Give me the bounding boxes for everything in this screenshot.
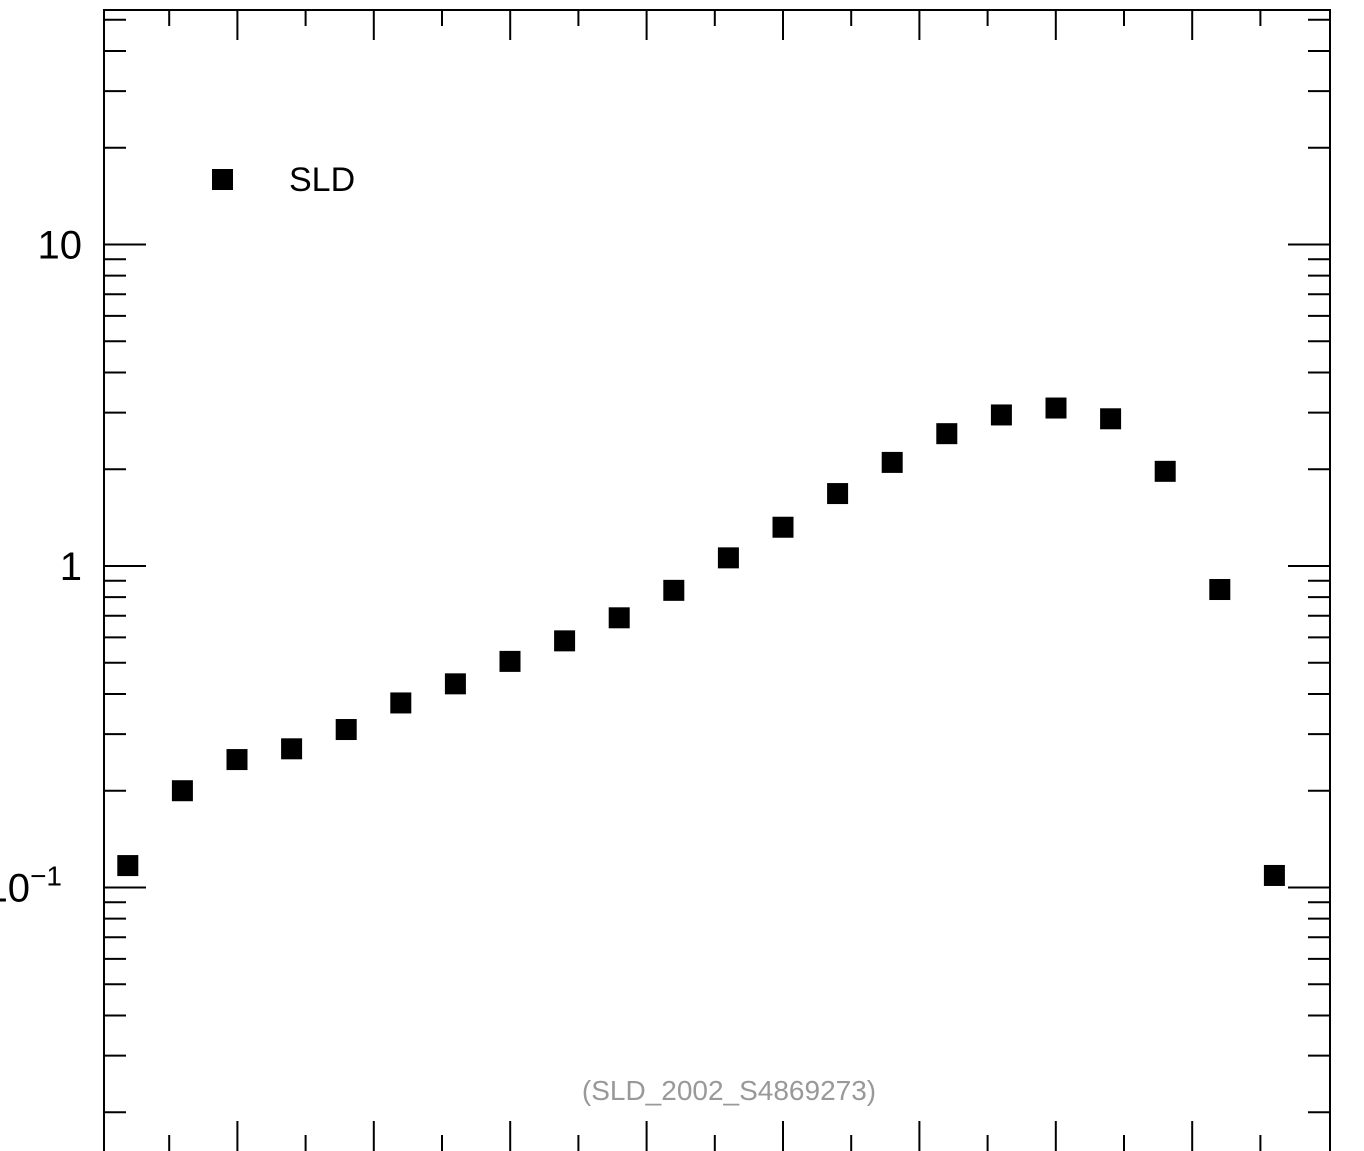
data-point [1154, 460, 1176, 482]
data-point [1045, 397, 1067, 419]
data-point [1263, 864, 1285, 886]
data-point [608, 607, 630, 629]
y-tick-label: 1 [60, 545, 82, 589]
y-tick-label: 10 [38, 224, 83, 268]
data-point [554, 630, 576, 652]
sld-series [117, 397, 1285, 886]
data-point [499, 650, 521, 672]
y-axis-tick-labels: 10 1 10−1 [0, 224, 82, 911]
data-point [335, 719, 357, 741]
y-tick-label: 10−1 [0, 861, 62, 911]
data-point [772, 516, 794, 538]
legend: SLD [212, 161, 355, 199]
data-point [1100, 408, 1122, 430]
x-axis-ticks [168, 10, 1262, 1151]
data-point [444, 673, 466, 695]
y-axis-ticks [104, 18, 1330, 1114]
analysis-id-watermark: (SLD_2002_S4869273) [582, 1075, 876, 1106]
data-point [226, 749, 248, 771]
data-point [390, 692, 412, 714]
data-point [117, 855, 139, 877]
data-point [881, 451, 903, 473]
plot-frame [103, 9, 1331, 1151]
data-point [990, 404, 1012, 426]
data-point [717, 547, 739, 569]
data-point [281, 738, 303, 760]
data-point [1209, 579, 1231, 601]
data-point [827, 483, 849, 505]
legend-marker-sld [212, 169, 233, 190]
legend-label-sld: SLD [289, 161, 355, 199]
data-point [936, 423, 958, 445]
data-point [171, 780, 193, 802]
data-point [663, 579, 685, 601]
